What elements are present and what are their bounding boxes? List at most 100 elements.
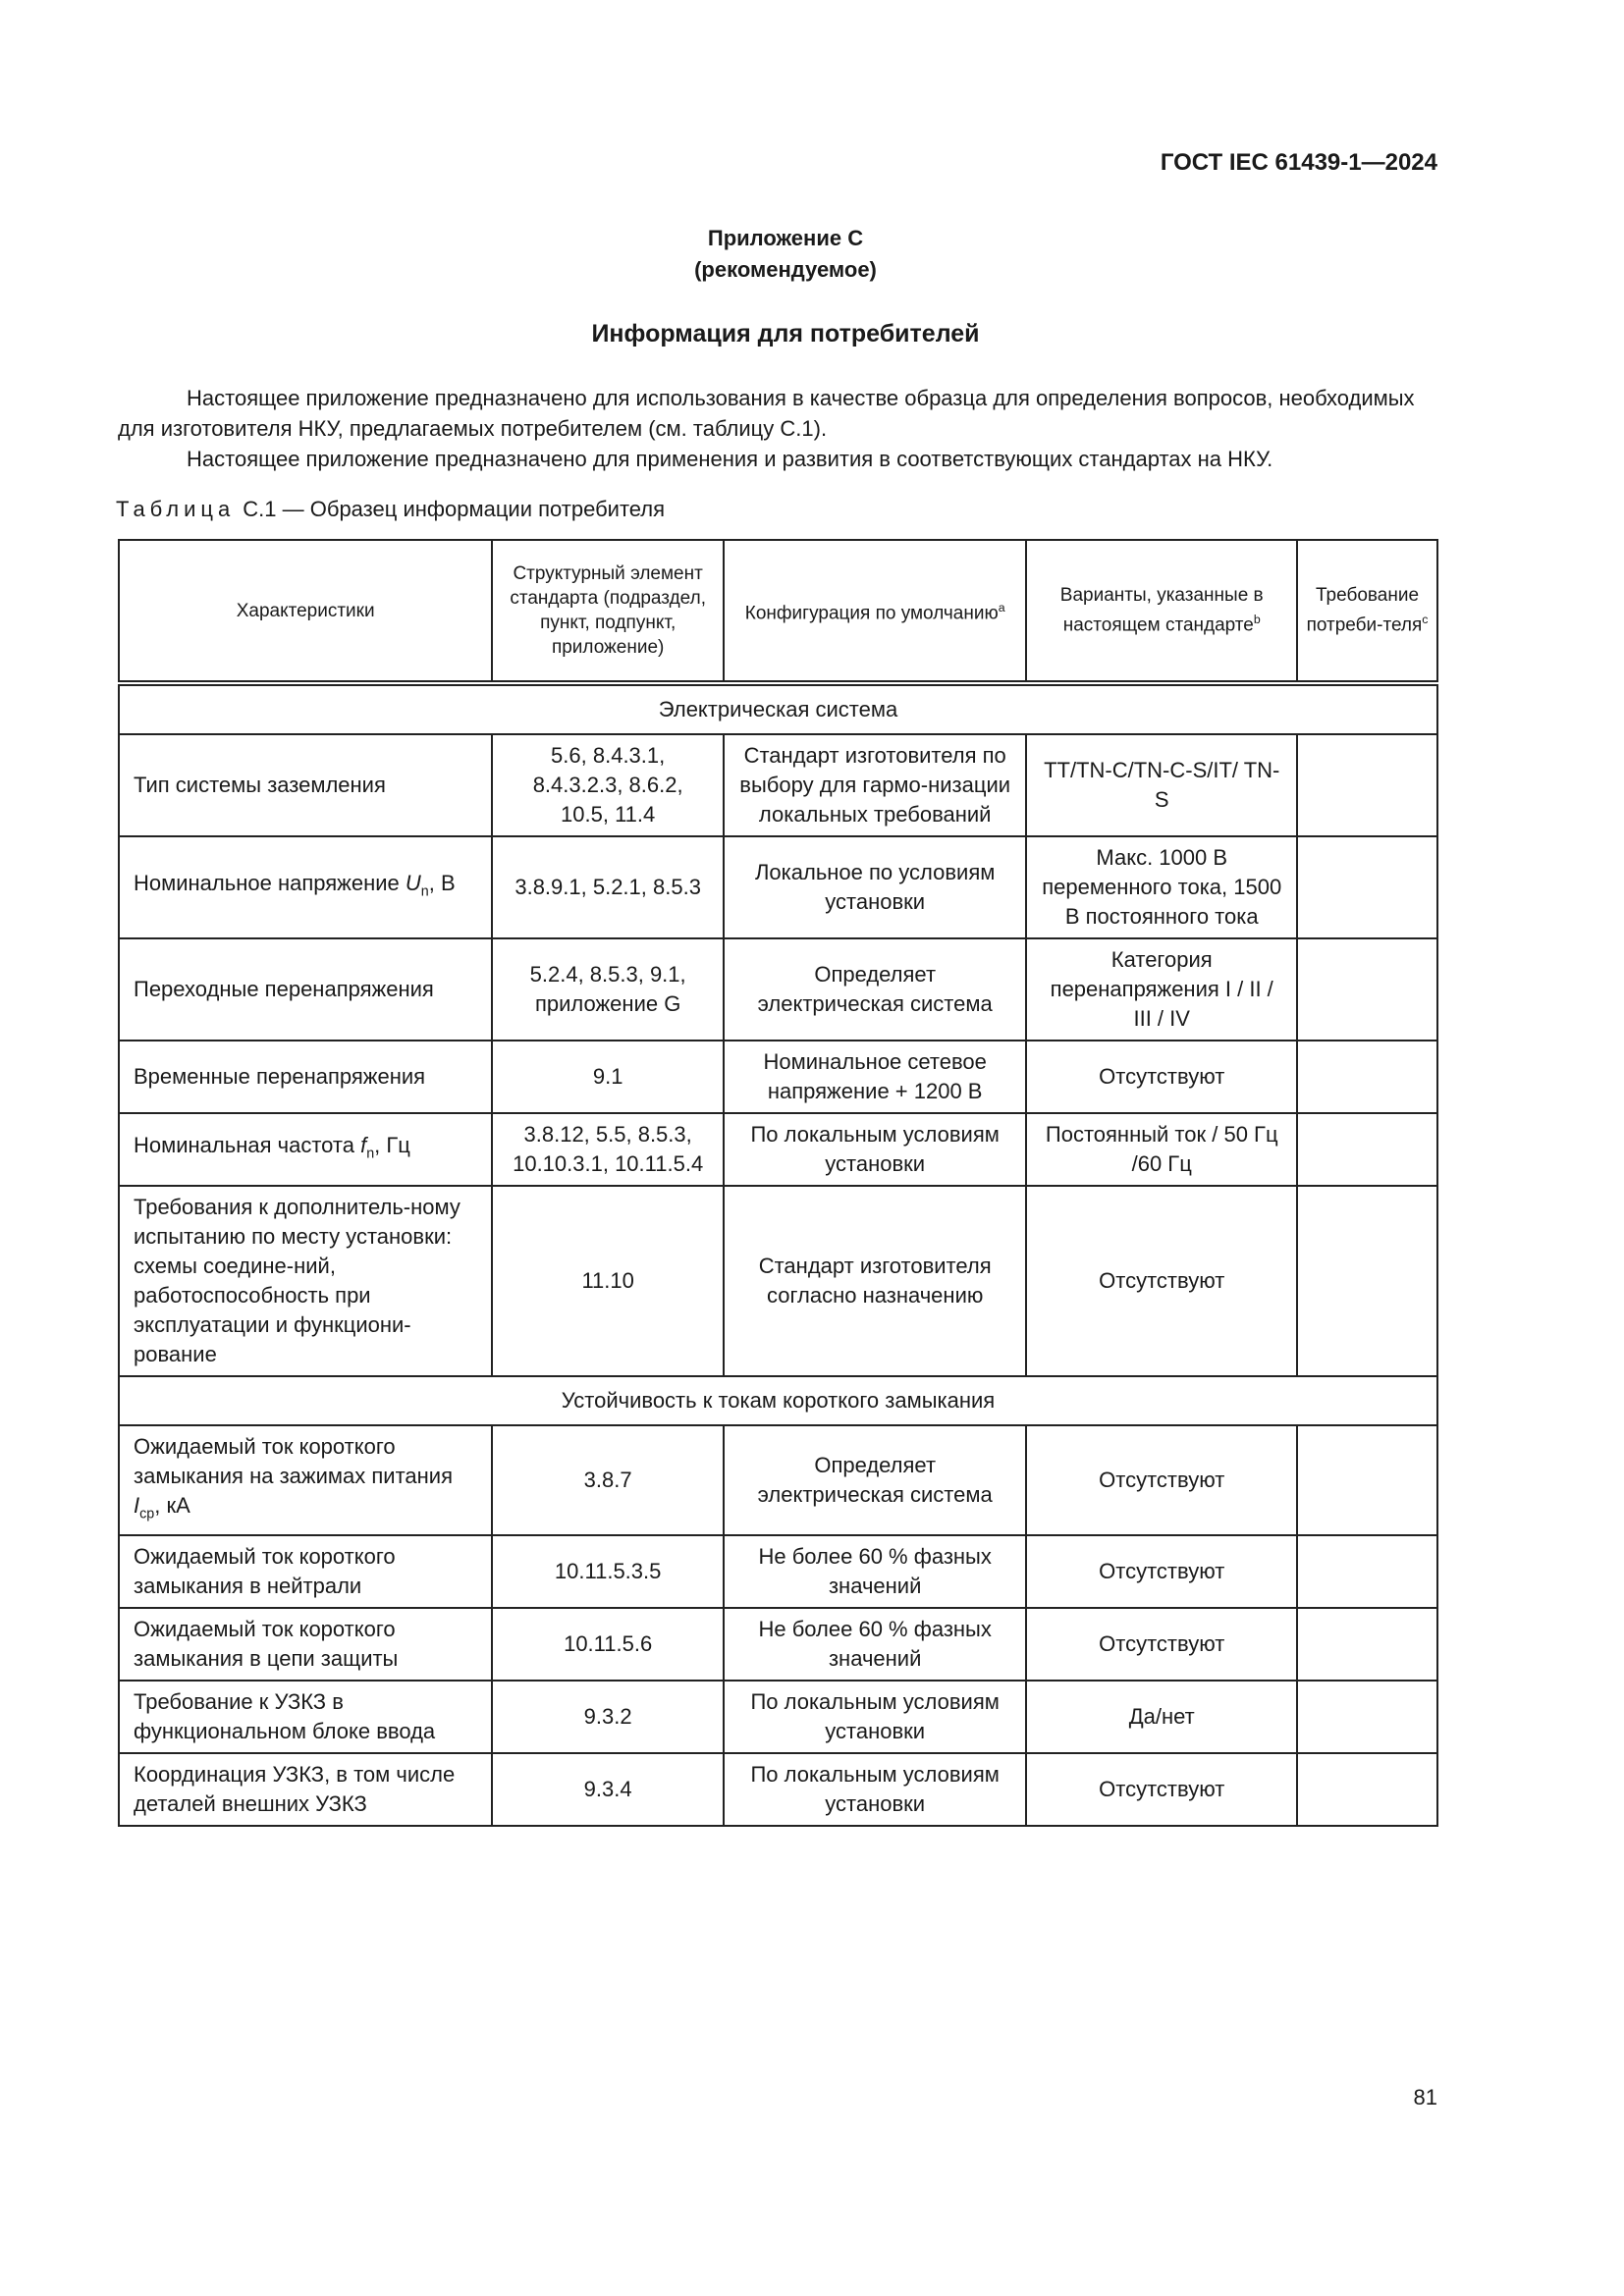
table-caption: Таблица С.1 — Образец информации потребит…: [116, 497, 665, 522]
table-row: Ожидаемый ток короткого замыкания на заж…: [117, 1423, 1438, 1537]
table-cell: Отсутствуют: [1025, 1534, 1299, 1610]
table-cell: [1296, 1752, 1438, 1828]
table-cell: Требование к УЗКЗ в функциональном блоке…: [117, 1680, 494, 1755]
table-cell: 10.11.5.3.5: [491, 1534, 725, 1610]
table-cell: TT/TN-C/TN-C-S/IT/ TN-S: [1025, 733, 1299, 837]
table-cell: [1296, 1040, 1438, 1114]
table-cell: Переходные перенапряжения: [117, 937, 494, 1041]
table-row: Ожидаемый ток короткого замыкания в нейт…: [117, 1534, 1438, 1610]
table-cell: Да/нет: [1025, 1680, 1299, 1755]
header-row: Характеристики Структурный элемент станда…: [117, 539, 1438, 686]
table-cell: Отсутствуют: [1025, 1607, 1299, 1682]
table-cell: Отсутствуют: [1025, 1185, 1299, 1377]
standard-code: ГОСТ IEC 61439-1—2024: [1160, 149, 1437, 176]
paragraph: Настоящее приложение предназначено для п…: [187, 447, 1273, 471]
table-cell: 3.8.9.1, 5.2.1, 8.5.3: [491, 835, 725, 939]
text-run: f: [360, 1132, 367, 1157]
column-header: Требование потреби-теляc: [1296, 539, 1438, 686]
table-cell: Номинальное сетевое напряжение + 1200 В: [722, 1040, 1028, 1114]
table-row: Ожидаемый ток короткого замыкания в цепи…: [117, 1607, 1438, 1682]
table-cell: Категория перенапряжения I / II / III / …: [1025, 937, 1299, 1041]
table-cell: По локальным условиям установки: [722, 1752, 1028, 1828]
table-cell: Постоянный ток / 50 Гц /60 Гц: [1025, 1112, 1299, 1187]
section-row: Устойчивость к токам короткого замыкания: [118, 1375, 1438, 1426]
table-cell: Локальное по условиям установки: [722, 835, 1028, 939]
text-run: b: [1253, 613, 1261, 627]
column-header: Варианты, указанные в настоящем стандарт…: [1025, 539, 1299, 686]
table-cell: Ожидаемый ток короткого замыкания в цепи…: [117, 1607, 494, 1682]
paragraph: Настоящее приложение предназначено для и…: [118, 386, 1415, 441]
table-row: Номинальное напряжение Un, В 3.8.9.1, 5.2…: [117, 835, 1438, 939]
column-header: Характеристики: [117, 539, 494, 686]
table-cell: [1296, 835, 1438, 939]
table-cell: [1296, 1423, 1438, 1537]
table-cell: Временные перенапряжения: [117, 1040, 494, 1114]
table-cell: Не более 60 % фазных значений: [722, 1534, 1028, 1610]
text-run: , В: [428, 870, 456, 895]
table-cell: Требования к дополнитель-ному испытанию …: [117, 1185, 494, 1377]
table-cell: 9.1: [491, 1040, 725, 1114]
table-row: Временные перенапряжения 9.1 Номинальное с…: [117, 1040, 1438, 1114]
table: Характеристики Структурный элемент станда…: [117, 539, 1438, 1828]
section-title: Электрическая система: [118, 682, 1438, 735]
table-cell: Тип системы заземления: [117, 733, 494, 837]
heading: Информация для потребителей: [591, 320, 980, 347]
page-number: 81: [1413, 2085, 1437, 2109]
column-header: Конфигурация по умолчаниюa: [722, 539, 1028, 686]
table-row: Требование к УЗКЗ в функциональном блоке…: [117, 1680, 1438, 1755]
table-cell: Ожидаемый ток короткого замыкания на заж…: [117, 1423, 494, 1537]
table-cell: Отсутствуют: [1025, 1040, 1299, 1114]
text-run: ср: [139, 1506, 155, 1522]
text-run: Номинальная частота: [134, 1132, 361, 1157]
text-run: , кА: [154, 1493, 190, 1518]
table-cell: Макс. 1000 В переменного тока, 1500 В по…: [1025, 835, 1299, 939]
table-cell: Отсутствуют: [1025, 1752, 1299, 1828]
text-run: n: [420, 883, 429, 900]
text-run: Ожидаемый ток короткого замыкания на заж…: [134, 1434, 453, 1488]
caption-label: Таблица: [116, 497, 236, 521]
table-cell: Стандарт изготовителя по выбору для гарм…: [722, 733, 1028, 837]
table-cell: Определяет электрическая система: [722, 1423, 1028, 1537]
table-cell: [1296, 1680, 1438, 1755]
table-row: Переходные перенапряжения 5.2.4, 8.5.3, 9…: [117, 937, 1438, 1041]
table-cell: 5.6, 8.4.3.1, 8.4.3.2.3, 8.6.2, 10.5, 11…: [491, 733, 725, 837]
table-cell: 11.10: [491, 1185, 725, 1377]
table-row: Требования к дополнитель-ному испытанию …: [117, 1185, 1438, 1377]
table-cell: [1296, 937, 1438, 1041]
table-cell: [1296, 1607, 1438, 1682]
table-cell: По локальным условиям установки: [722, 1112, 1028, 1187]
table-cell: Номинальное напряжение Un, В: [117, 835, 494, 939]
table-cell: [1296, 1185, 1438, 1377]
column-header: Структурный элемент стандарта (подраздел…: [491, 539, 725, 686]
table-row: Координация УЗКЗ, в том числе деталей вн…: [117, 1752, 1438, 1828]
table-row: Тип системы заземления 5.6, 8.4.3.1, 8.4.…: [117, 733, 1438, 837]
text-run: Номинальное напряжение: [134, 870, 406, 895]
text-run: n: [366, 1146, 375, 1162]
section-row: Электрическая система: [118, 682, 1438, 735]
table-cell: Определяет электрическая система: [722, 937, 1028, 1041]
paragraphs: Настоящее приложение предназначено для и…: [118, 383, 1437, 474]
table-cell: Координация УЗКЗ, в том числе деталей вн…: [117, 1752, 494, 1828]
text-run: Варианты, указанные в настоящем стандарт…: [1059, 585, 1264, 636]
appendix-note: (рекомендуемое): [694, 257, 877, 282]
table-cell: [1296, 733, 1438, 837]
text-run: Требование потреби-теля: [1306, 585, 1423, 636]
table-cell: 9.3.4: [491, 1752, 725, 1828]
table-cell: По локальным условиям установки: [722, 1680, 1028, 1755]
table-cell: 9.3.2: [491, 1680, 725, 1755]
table-cell: 5.2.4, 8.5.3, 9.1, приложение G: [491, 937, 725, 1041]
table-cell: Стандарт изготовителя согласно назначени…: [722, 1185, 1028, 1377]
table-cell: [1296, 1112, 1438, 1187]
text-run: c: [1422, 613, 1429, 627]
text-run: U: [405, 870, 421, 895]
table-cell: 3.8.12, 5.5, 8.5.3, 10.10.3.1, 10.11.5.4: [491, 1112, 725, 1187]
section-title: Устойчивость к токам короткого замыкания: [118, 1375, 1438, 1426]
table-cell: [1296, 1534, 1438, 1610]
table-cell: Не более 60 % фазных значений: [722, 1607, 1028, 1682]
appendix-title: Приложение С: [707, 226, 864, 250]
text-run: , Гц: [374, 1132, 410, 1157]
text-run: I: [134, 1493, 140, 1518]
table-cell: 10.11.5.6: [491, 1607, 725, 1682]
